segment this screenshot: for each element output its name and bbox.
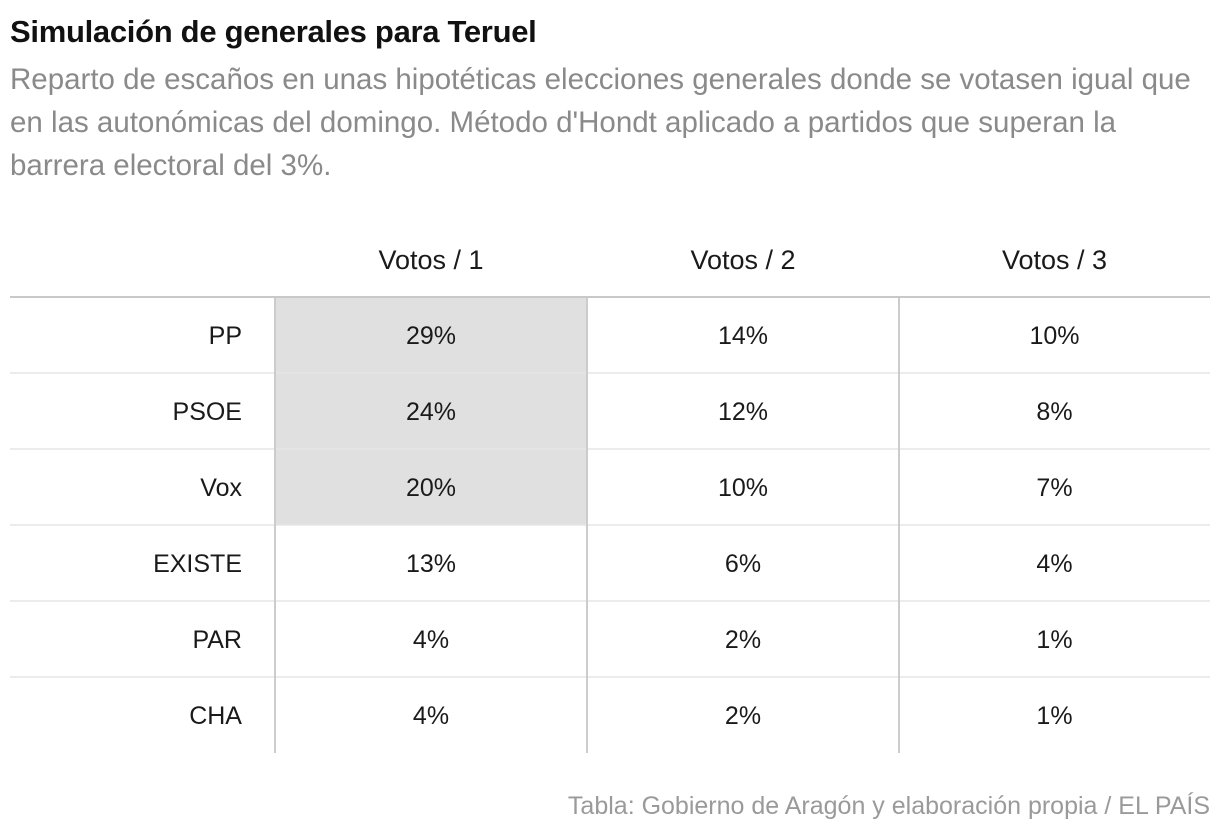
highlighted-cell xyxy=(275,449,587,525)
column-header: Votos / 2 xyxy=(690,245,795,275)
vote-quotient-value: 12% xyxy=(718,398,768,426)
party-label: EXISTE xyxy=(153,550,242,578)
vote-quotient-value: 1% xyxy=(1036,702,1072,730)
chart-subtitle: Reparto de escaños en unas hipotéticas e… xyxy=(10,63,1191,182)
vote-quotient-value: 2% xyxy=(725,702,761,730)
vote-quotient-value: 24% xyxy=(406,398,456,426)
vote-quotient-value: 7% xyxy=(1036,474,1072,502)
party-label: PAR xyxy=(192,626,242,654)
vote-quotient-value: 10% xyxy=(1029,322,1079,350)
vote-quotient-value: 6% xyxy=(725,550,761,578)
vote-quotient-value: 4% xyxy=(1036,550,1072,578)
party-label: Vox xyxy=(200,474,242,502)
vote-quotient-value: 20% xyxy=(406,474,456,502)
party-label: PSOE xyxy=(173,398,242,426)
vote-quotient-value: 4% xyxy=(413,626,449,654)
highlighted-cell xyxy=(275,297,587,373)
chart-title: Simulación de generales para Teruel xyxy=(10,14,537,49)
party-label: PP xyxy=(209,322,242,350)
vote-quotient-value: 14% xyxy=(718,322,768,350)
source-credit: Tabla: Gobierno de Aragón y elaboración … xyxy=(567,792,1210,820)
vote-quotient-value: 1% xyxy=(1036,626,1072,654)
vote-quotient-value: 2% xyxy=(725,626,761,654)
column-header: Votos / 3 xyxy=(1002,245,1107,275)
party-label: CHA xyxy=(189,702,242,730)
vote-quotient-value: 8% xyxy=(1036,398,1072,426)
column-header: Votos / 1 xyxy=(378,245,483,275)
vote-quotient-value: 29% xyxy=(406,322,456,350)
vote-quotient-value: 13% xyxy=(406,550,456,578)
highlighted-cell xyxy=(275,373,587,449)
vote-quotient-value: 4% xyxy=(413,702,449,730)
vote-quotient-value: 10% xyxy=(718,474,768,502)
